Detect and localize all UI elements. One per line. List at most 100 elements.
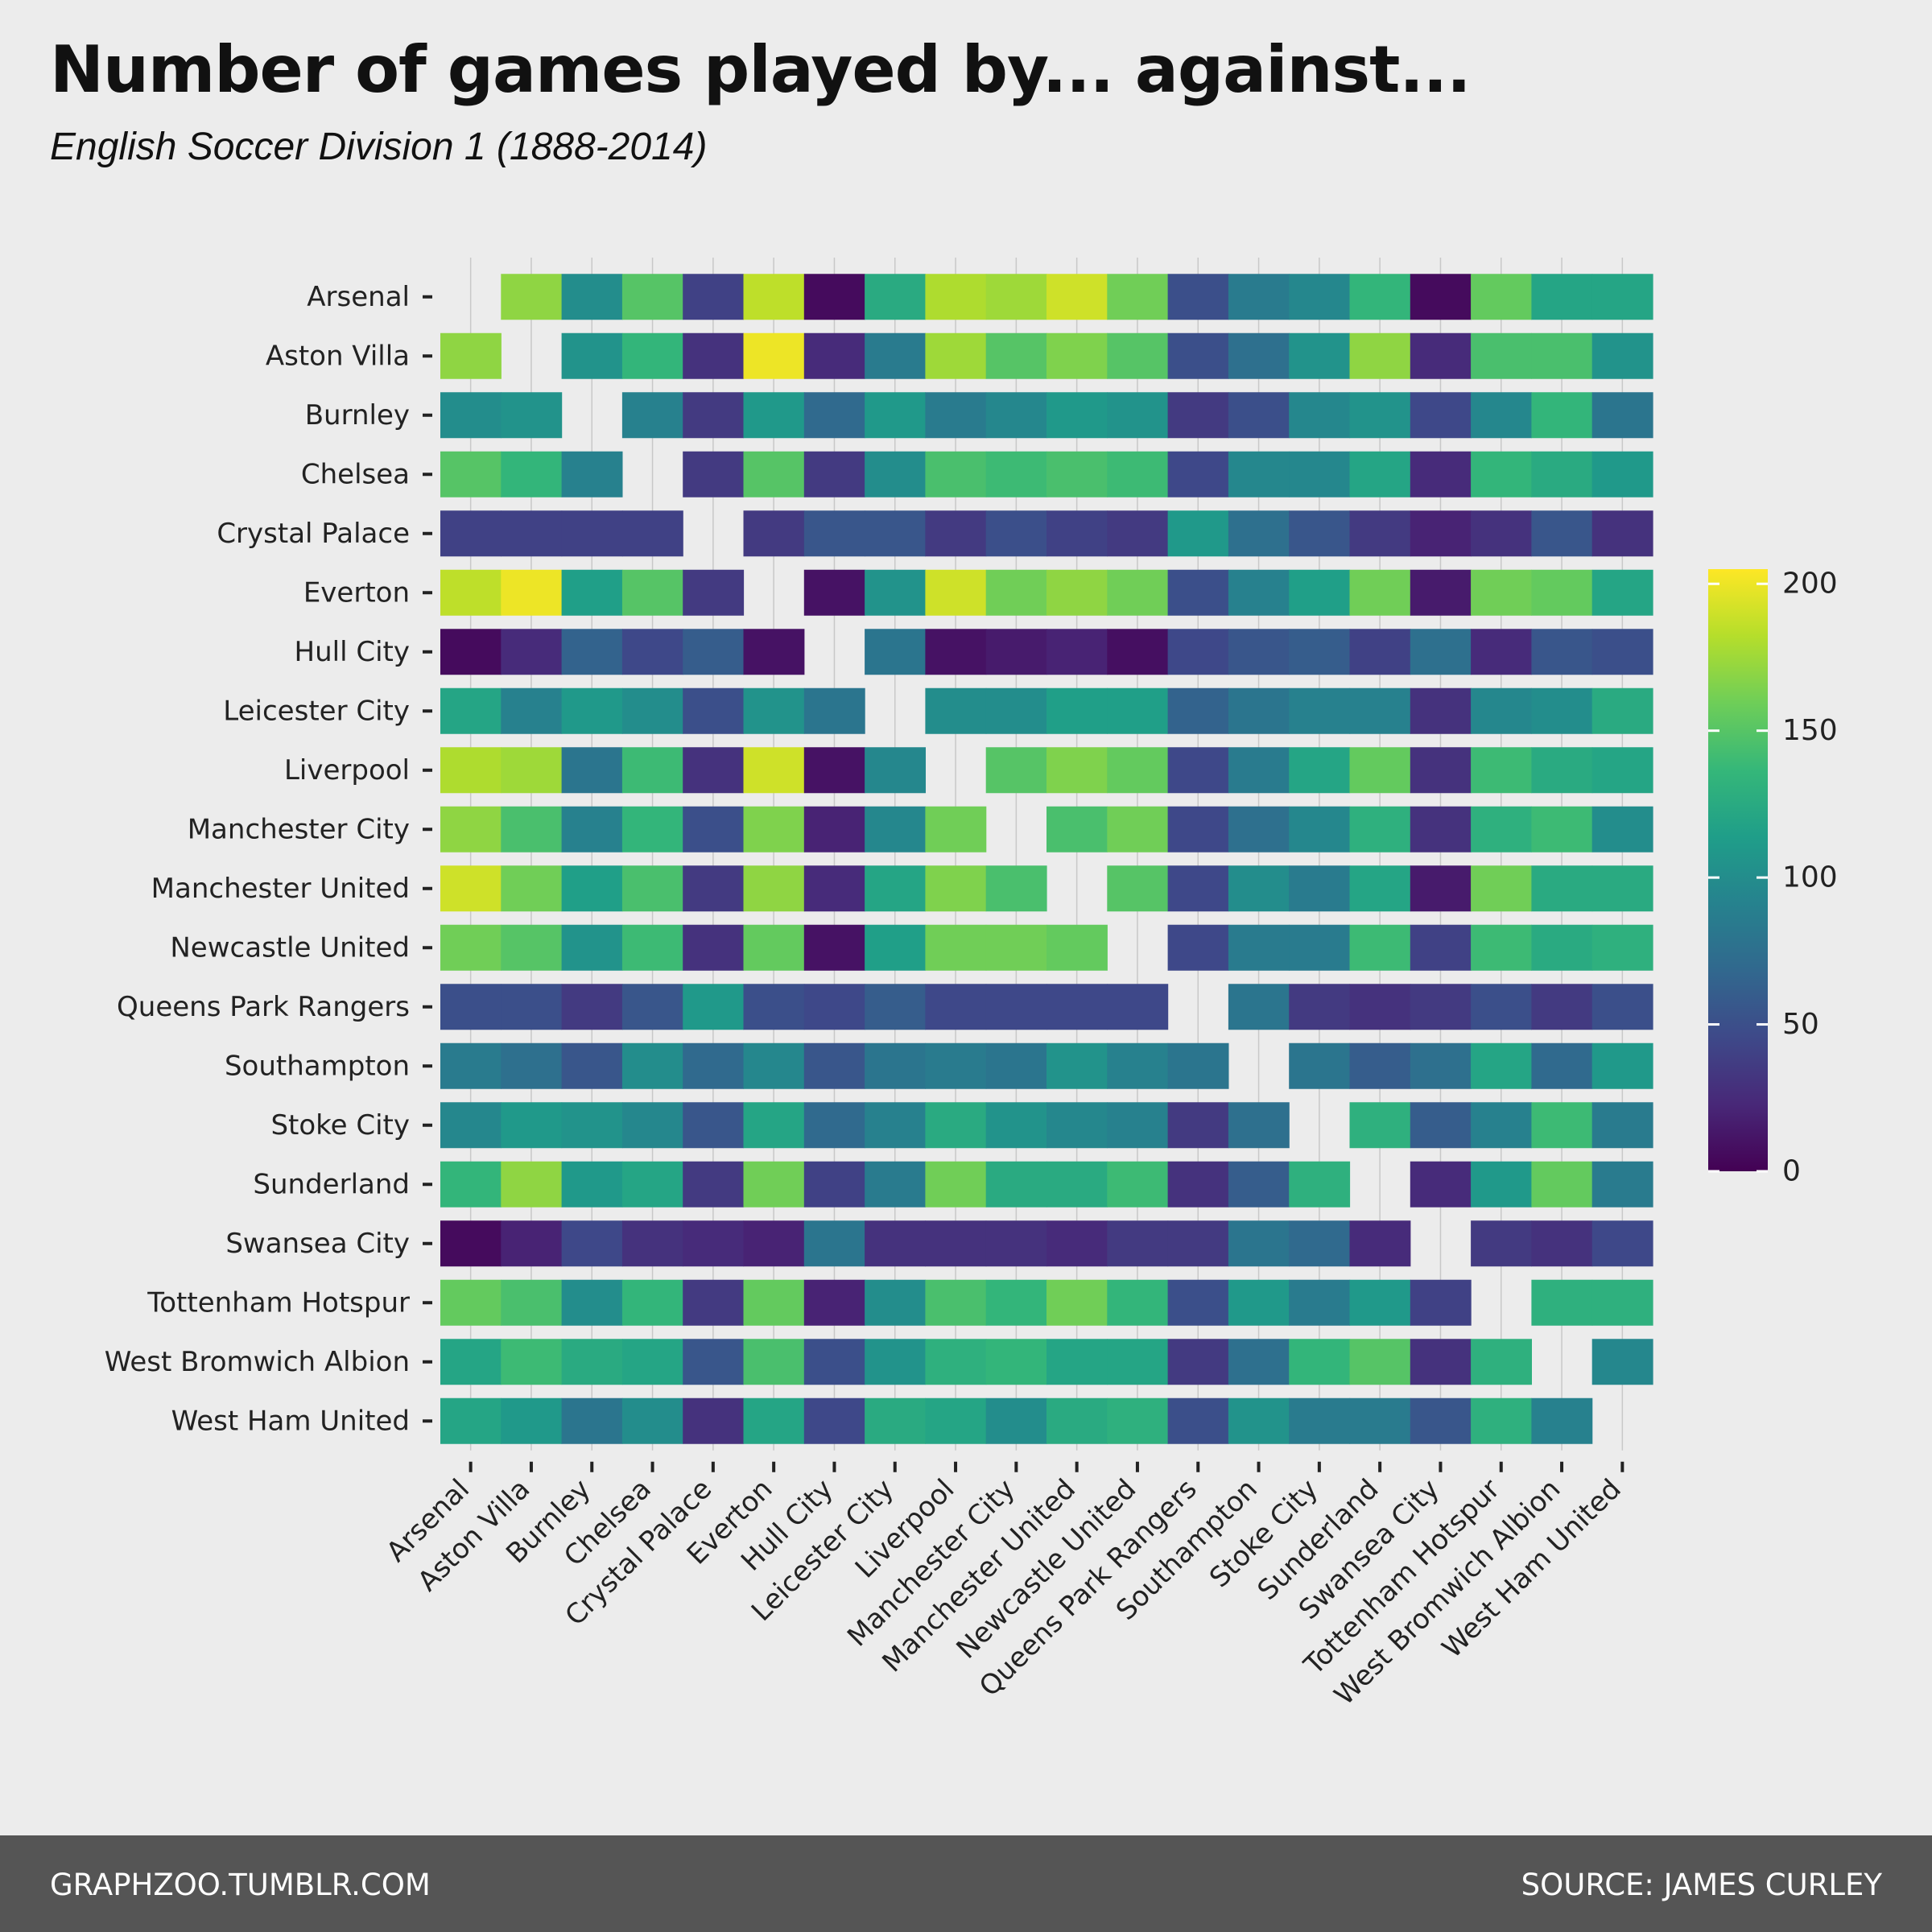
heatmap-cell (925, 1279, 987, 1326)
heatmap-cell (501, 1220, 563, 1267)
heatmap-cell (501, 1397, 563, 1444)
heatmap-cell (1046, 332, 1108, 379)
heatmap-cell (621, 1339, 683, 1385)
heatmap-cell (1046, 1397, 1108, 1444)
heatmap-cell (1410, 1102, 1472, 1149)
heatmap-cell (1531, 629, 1593, 675)
heatmap-cell (440, 1279, 502, 1326)
heatmap-cell (803, 1161, 865, 1208)
heatmap-cell (1107, 629, 1169, 675)
heatmap-cell (621, 1042, 683, 1089)
heatmap-cell (1410, 274, 1472, 320)
heatmap-cell (501, 1042, 563, 1089)
heatmap-cell (561, 1220, 623, 1267)
heatmap-cell (501, 806, 563, 852)
heatmap-cell (803, 510, 865, 557)
heatmap-cell (683, 1397, 745, 1444)
heatmap-cell (440, 924, 502, 971)
heatmap-cell (501, 924, 563, 971)
heatmap-cell (925, 451, 987, 497)
heatmap-cell (865, 392, 926, 439)
y-tick-label-manchester-united: Manchester United (151, 873, 410, 905)
heatmap-cell (925, 274, 987, 320)
heatmap-cell (925, 806, 987, 852)
heatmap-cell (985, 1161, 1047, 1208)
heatmap-cell (621, 806, 683, 852)
heatmap-cell (683, 1102, 745, 1149)
heatmap-cell (1410, 1397, 1472, 1444)
heatmap-cell (621, 1397, 683, 1444)
footer-credit-link[interactable]: GRAPHZOO.TUMBLR.COM (50, 1868, 431, 1902)
heatmap-cell (621, 747, 683, 794)
heatmap-cell (561, 924, 623, 971)
heatmap-cell (1349, 984, 1411, 1030)
heatmap-cell (1046, 629, 1108, 675)
heatmap-cell (501, 569, 563, 616)
heatmap-cell (743, 451, 805, 497)
heatmap-cell (561, 806, 623, 852)
heatmap-cell (985, 687, 1047, 734)
heatmap-cell (1471, 451, 1532, 497)
heatmap-cell (1471, 332, 1532, 379)
heatmap-cell (561, 1042, 623, 1089)
heatmap-cell (1167, 924, 1229, 971)
heatmap-cell (1471, 392, 1532, 439)
heatmap-cell (1410, 392, 1472, 439)
heatmap-cell (803, 1220, 865, 1267)
heatmap-cell (1349, 1220, 1411, 1267)
heatmap-cell (1410, 806, 1472, 852)
chart-title: Number of games played by... against... (50, 32, 1472, 107)
heatmap-cell (1107, 1339, 1169, 1385)
heatmap-cell (1228, 569, 1290, 616)
heatmap-cell (803, 1102, 865, 1149)
heatmap-cell (865, 1397, 926, 1444)
heatmap-cell (1591, 510, 1653, 557)
heatmap-cell (440, 865, 502, 912)
heatmap-cell (440, 510, 502, 557)
heatmap-cell (440, 1042, 502, 1089)
heatmap-cell (621, 569, 683, 616)
heatmap-cell (925, 984, 987, 1030)
heatmap-cell (743, 747, 805, 794)
heatmap-cell (1167, 1279, 1229, 1326)
heatmap-cell (501, 451, 563, 497)
heatmap-cell (621, 924, 683, 971)
heatmap-cell (1349, 569, 1411, 616)
heatmap-cell (1471, 984, 1532, 1030)
heatmap-cell (743, 392, 805, 439)
heatmap-cell (1471, 865, 1532, 912)
heatmap-cell (1591, 924, 1653, 971)
heatmap-cell (1349, 1397, 1411, 1444)
y-tick-label-leicester-city: Leicester City (223, 695, 410, 727)
heatmap-cell (1349, 510, 1411, 557)
heatmap-cells (440, 274, 1653, 1444)
heatmap-cell (561, 1102, 623, 1149)
heatmap-cell (1228, 984, 1290, 1030)
heatmap-cell (1531, 274, 1593, 320)
heatmap-cell (1289, 392, 1351, 439)
y-tick-label-hull-city: Hull City (295, 636, 410, 668)
heatmap-cell (1046, 1279, 1108, 1326)
heatmap-cell (1228, 806, 1290, 852)
heatmap-cell (1349, 924, 1411, 971)
heatmap-cell (1471, 1102, 1532, 1149)
heatmap-cell (440, 747, 502, 794)
heatmap-cell (561, 451, 623, 497)
heatmap-cell (925, 629, 987, 675)
heatmap-cell (1046, 1161, 1108, 1208)
heatmap-cell (865, 510, 926, 557)
heatmap-cell (1167, 451, 1229, 497)
heatmap-cell (561, 629, 623, 675)
heatmap-cell (1591, 569, 1653, 616)
heatmap-cell (1531, 687, 1593, 734)
heatmap-cell (1107, 332, 1169, 379)
heatmap-cell (1289, 1279, 1351, 1326)
heatmap-cell (985, 865, 1047, 912)
y-tick-label-stoke-city: Stoke City (270, 1109, 410, 1141)
heatmap-cell (561, 1161, 623, 1208)
heatmap-cell (865, 569, 926, 616)
heatmap-cell (1167, 1042, 1229, 1089)
heatmap-cell (1471, 569, 1532, 616)
heatmap-cell (1471, 629, 1532, 675)
heatmap-cell (683, 274, 745, 320)
